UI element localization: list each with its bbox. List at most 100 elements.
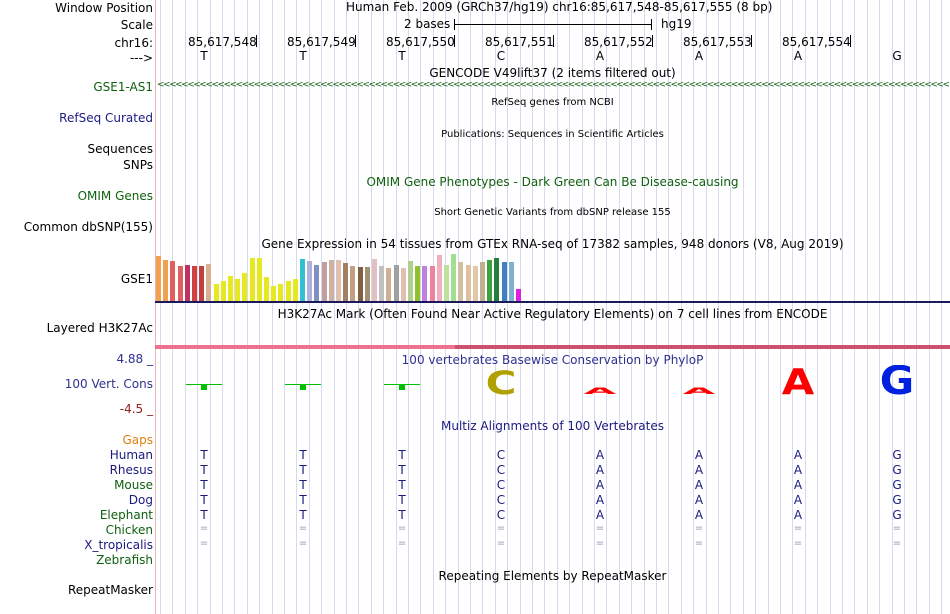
- gtex-tissue-bar[interactable]: [271, 286, 277, 302]
- multiz-species-label[interactable]: Rhesus: [109, 463, 153, 477]
- omim-track-title[interactable]: OMIM Gene Phenotypes - Dark Green Can Be…: [366, 175, 739, 189]
- gtex-tissue-bar[interactable]: [508, 262, 514, 302]
- conservation-track-title[interactable]: 100 vertebrates Basewise Conservation by…: [401, 353, 704, 367]
- gtex-tissue-bar[interactable]: [328, 260, 334, 302]
- gtex-tissue-bar[interactable]: [386, 268, 392, 302]
- gtex-tissue-bar[interactable]: [444, 265, 449, 302]
- gtex-tissue-bar[interactable]: [170, 261, 176, 302]
- multiz-aligned-base: A: [595, 493, 605, 507]
- label-separator: [155, 0, 156, 614]
- omim-label[interactable]: OMIM Genes: [77, 189, 153, 203]
- gtex-tissue-bar[interactable]: [472, 266, 478, 302]
- refseq-label[interactable]: RefSeq Curated: [59, 111, 153, 125]
- gtex-tissue-bar[interactable]: [465, 265, 471, 302]
- multiz-aligned-base: T: [299, 463, 307, 477]
- gtex-tissue-bar[interactable]: [336, 260, 341, 302]
- gtex-tissue-bar[interactable]: [451, 254, 457, 302]
- gtex-tissue-bar[interactable]: [206, 264, 212, 302]
- gtex-tissue-bar[interactable]: [177, 266, 183, 302]
- gtex-tissue-bar[interactable]: [480, 262, 485, 302]
- gtex-tissue-bar[interactable]: [184, 265, 190, 302]
- gtex-track-title[interactable]: Gene Expression in 54 tissues from GTEx …: [261, 237, 844, 251]
- multiz-species-label[interactable]: X_tropicalis: [84, 538, 153, 552]
- h3k27ac-signal-right[interactable]: [455, 345, 950, 349]
- gtex-tissue-bar[interactable]: [264, 277, 269, 302]
- multiz-aligned-base: =: [793, 538, 803, 549]
- multiz-species-label[interactable]: Human: [109, 448, 153, 462]
- multiz-species-label[interactable]: Mouse: [114, 478, 153, 492]
- multiz-aligned-base: A: [595, 478, 605, 492]
- gtex-tissue-bar[interactable]: [300, 259, 305, 302]
- gtex-tissue-bar[interactable]: [429, 266, 435, 302]
- gtex-tissue-bar[interactable]: [292, 279, 298, 302]
- gtex-tissue-bar[interactable]: [192, 266, 197, 302]
- gtex-tissue-bar[interactable]: [213, 284, 219, 302]
- multiz-aligned-base: =: [694, 523, 704, 534]
- h3k27ac-track-title[interactable]: H3K27Ac Mark (Often Found Near Active Re…: [277, 307, 828, 321]
- repeatmasker-label[interactable]: RepeatMasker: [67, 583, 153, 597]
- grid-line: [420, 0, 421, 614]
- dbsnp-track-title[interactable]: Short Genetic Variants from dbSNP releas…: [434, 207, 671, 218]
- gtex-tissue-bar[interactable]: [256, 258, 262, 302]
- gtex-tissue-bar[interactable]: [307, 261, 313, 302]
- gtex-tissue-bar[interactable]: [400, 268, 406, 302]
- gtex-tissue-bar[interactable]: [235, 279, 241, 302]
- gtex-tissue-bar[interactable]: [436, 255, 442, 302]
- assembly-name: Human Feb. 2009 (GRCh37/hg19): [346, 0, 549, 14]
- gtex-tissue-bar[interactable]: [350, 266, 356, 302]
- conservation-label[interactable]: 100 Vert. Cons: [64, 377, 153, 391]
- refseq-track-title[interactable]: RefSeq genes from NCBI: [491, 97, 614, 108]
- publications-snps-label[interactable]: SNPs: [123, 158, 153, 172]
- gtex-tissue-bar[interactable]: [285, 281, 291, 302]
- gtex-tissue-bar[interactable]: [163, 260, 169, 302]
- gtex-gene-label[interactable]: GSE1: [120, 272, 153, 286]
- grid-line: [433, 0, 434, 614]
- gencode-gene-strand[interactable]: <<<<<<<<<<<<<<<<<<<<<<<<<<<<<<<<<<<<<<<<…: [157, 80, 949, 90]
- gtex-tissue-bar[interactable]: [357, 267, 363, 302]
- gencode-track-title[interactable]: GENCODE V49lift37 (2 items filtered out): [429, 66, 676, 80]
- multiz-species-label[interactable]: Elephant: [99, 508, 153, 522]
- publications-sequences-label[interactable]: Sequences: [87, 142, 153, 156]
- gtex-tissue-bar[interactable]: [278, 284, 284, 302]
- gtex-tissue-bar[interactable]: [314, 265, 320, 302]
- multiz-species-label[interactable]: Dog: [128, 493, 153, 507]
- gtex-tissue-bar[interactable]: [415, 266, 421, 302]
- gtex-tissue-bar[interactable]: [156, 256, 161, 302]
- multiz-gaps-label[interactable]: Gaps: [122, 433, 153, 447]
- reference-base: A: [793, 49, 803, 63]
- gtex-tissue-bar[interactable]: [364, 267, 370, 302]
- gtex-tissue-bar[interactable]: [458, 262, 464, 302]
- gtex-tissue-bar[interactable]: [494, 258, 500, 302]
- repeatmasker-track-title[interactable]: Repeating Elements by RepeatMasker: [438, 569, 667, 583]
- gtex-tissue-bar[interactable]: [393, 265, 399, 302]
- multiz-track-title[interactable]: Multiz Alignments of 100 Vertebrates: [440, 419, 665, 433]
- h3k27ac-signal-left[interactable]: [155, 345, 455, 349]
- gencode-gene-label[interactable]: GSE1-AS1: [93, 80, 153, 94]
- gtex-tissue-bar[interactable]: [422, 266, 428, 302]
- multiz-aligned-base: =: [397, 523, 407, 534]
- gtex-tissue-bar[interactable]: [321, 262, 327, 302]
- h3k27ac-label[interactable]: Layered H3K27Ac: [46, 321, 153, 335]
- reference-base: T: [200, 49, 208, 63]
- gtex-tissue-bar[interactable]: [220, 281, 226, 302]
- gtex-tissue-bar[interactable]: [249, 258, 255, 302]
- gtex-tissue-bar[interactable]: [487, 260, 493, 302]
- multiz-species-label[interactable]: Chicken: [105, 523, 153, 537]
- dbsnp-label[interactable]: Common dbSNP(155): [23, 220, 153, 234]
- coordinate-label: 85,617,549: [287, 35, 356, 49]
- gtex-tissue-bar[interactable]: [408, 261, 413, 302]
- gtex-tissue-bar[interactable]: [343, 263, 349, 302]
- multiz-species-label[interactable]: Zebrafish: [96, 553, 153, 567]
- publications-track-title[interactable]: Publications: Sequences in Scientific Ar…: [441, 129, 664, 140]
- gtex-tissue-bar[interactable]: [199, 266, 205, 302]
- gtex-tissue-bar[interactable]: [501, 262, 507, 302]
- multiz-aligned-base: =: [397, 538, 407, 549]
- scale-text: 2 bases: [404, 17, 451, 31]
- gtex-expression-bars[interactable]: [155, 250, 535, 302]
- gtex-tissue-bar[interactable]: [372, 259, 377, 302]
- gtex-tissue-bar[interactable]: [516, 289, 521, 302]
- gtex-tissue-bar[interactable]: [228, 276, 233, 302]
- gtex-tissue-bar[interactable]: [242, 273, 248, 302]
- gtex-tissue-bar[interactable]: [379, 266, 385, 302]
